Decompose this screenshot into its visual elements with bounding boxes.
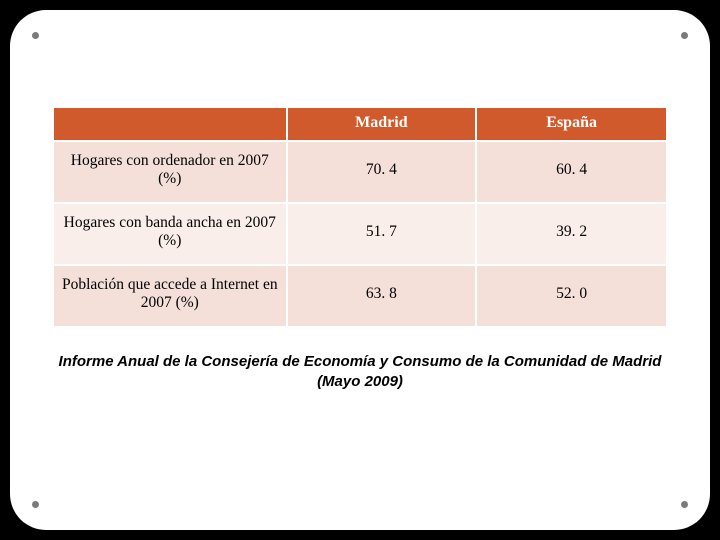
source-caption: Informe Anual de la Consejería de Econom…: [54, 352, 666, 393]
cell-madrid: 51. 7: [287, 203, 477, 265]
corner-dot: [681, 501, 688, 508]
col-header-espana: España: [476, 108, 666, 141]
col-header-madrid: Madrid: [287, 108, 477, 141]
corner-dot: [32, 32, 39, 39]
corner-dot: [681, 32, 688, 39]
cell-madrid: 63. 8: [287, 265, 477, 326]
data-table: Madrid España Hogares con ordenador en 2…: [54, 108, 666, 326]
corner-dot: [32, 501, 39, 508]
row-label: Hogares con banda ancha en 2007 (%): [54, 203, 287, 265]
table-header-row: Madrid España: [54, 108, 666, 141]
cell-espana: 60. 4: [476, 141, 666, 203]
row-label: Hogares con ordenador en 2007 (%): [54, 141, 287, 203]
table-row: Hogares con banda ancha en 2007 (%) 51. …: [54, 203, 666, 265]
col-header-blank: [54, 108, 287, 141]
table-row: Población que accede a Internet en 2007 …: [54, 265, 666, 326]
table-row: Hogares con ordenador en 2007 (%) 70. 4 …: [54, 141, 666, 203]
cell-espana: 52. 0: [476, 265, 666, 326]
cell-espana: 39. 2: [476, 203, 666, 265]
slide-frame: Madrid España Hogares con ordenador en 2…: [10, 10, 710, 530]
row-label: Población que accede a Internet en 2007 …: [54, 265, 287, 326]
cell-madrid: 70. 4: [287, 141, 477, 203]
